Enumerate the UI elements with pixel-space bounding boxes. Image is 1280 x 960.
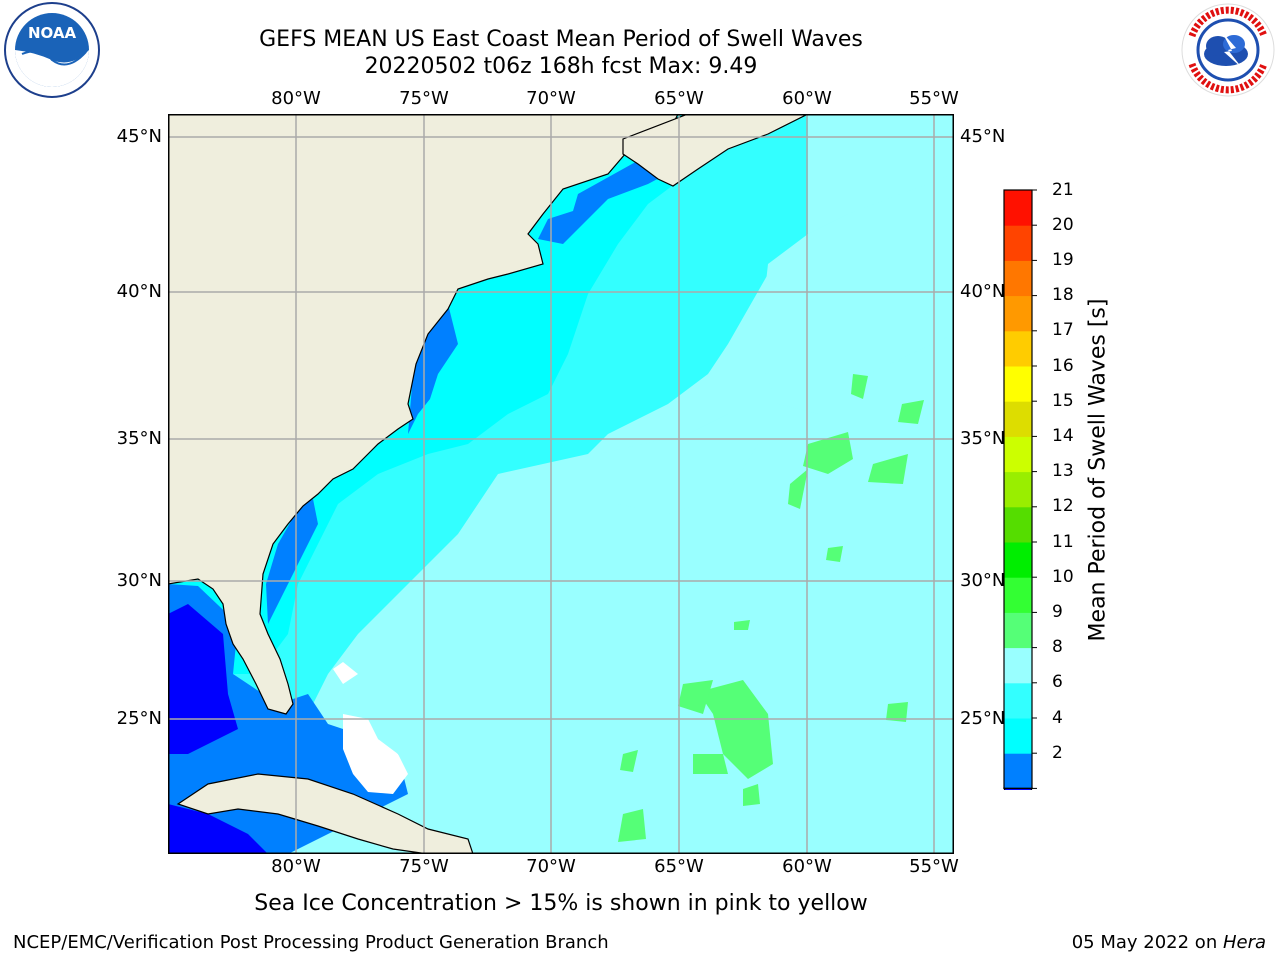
- colorbar-swatch: [1004, 612, 1032, 649]
- lon-label-bottom: 80°W: [271, 856, 321, 877]
- lon-label-top: 70°W: [526, 88, 576, 109]
- lat-label-right: 40°N: [960, 281, 1006, 302]
- colorbar-tick-label: 16: [1052, 356, 1074, 376]
- colorbar-tick-label: 13: [1052, 461, 1074, 481]
- colorbar-tick-label: 15: [1052, 391, 1074, 411]
- colorbar-swatch: [1004, 330, 1032, 367]
- colorbar-tick-label: 19: [1052, 250, 1074, 270]
- colorbar-tick-label: 9: [1052, 602, 1063, 622]
- lon-label-bottom: 75°W: [399, 856, 449, 877]
- colorbar-swatch: [1004, 366, 1032, 402]
- swell-9-10s-spots: [618, 374, 924, 842]
- colorbar-label: Mean Period of Swell Waves [s]: [1085, 298, 1111, 642]
- lon-label-bottom: 55°W: [909, 856, 959, 877]
- bahamas-white-shelf: [333, 662, 408, 794]
- lat-label-right: 35°N: [960, 428, 1006, 449]
- lat-label-left: 25°N: [116, 708, 162, 729]
- colorbar-swatch: [1004, 260, 1032, 297]
- lon-label-top: 75°W: [399, 88, 449, 109]
- colorbar-tick-label: 12: [1052, 496, 1074, 516]
- lat-label-right: 45°N: [960, 126, 1006, 147]
- colorbar-swatch: [1004, 577, 1032, 613]
- lon-label-bottom: 70°W: [526, 856, 576, 877]
- nws-logo: [1181, 3, 1275, 97]
- colorbar-swatch: [1004, 401, 1032, 437]
- colorbar-tick-label: 10: [1052, 567, 1074, 587]
- lat-label-left: 45°N: [116, 126, 162, 147]
- colorbar-swatch: [1004, 471, 1032, 508]
- colorbar-swatch: [1004, 647, 1032, 684]
- lat-label-left: 40°N: [116, 281, 162, 302]
- sea-ice-note: Sea Ice Concentration > 15% is shown in …: [254, 891, 868, 916]
- lat-label-left: 30°N: [116, 570, 162, 591]
- colorbar-tick-label: 11: [1052, 532, 1074, 552]
- colorbar-frame: [1003, 189, 1033, 790]
- colorbar-tick-label: 2: [1052, 743, 1063, 763]
- lat-label-right: 30°N: [960, 570, 1006, 591]
- colorbar: [1003, 189, 1037, 790]
- colorbar-tick-label: 20: [1052, 215, 1074, 235]
- footer-machine: Hera: [1222, 932, 1266, 953]
- colorbar-swatch: [1004, 225, 1032, 261]
- cuba-land: [176, 773, 474, 854]
- map-frame: [168, 114, 954, 854]
- colorbar-tick-label: 18: [1052, 285, 1074, 305]
- graticule: [168, 114, 954, 854]
- lat-label-right: 25°N: [960, 708, 1006, 729]
- noaa-logo-text: NOAA: [28, 24, 77, 42]
- lon-label-top: 65°W: [654, 88, 704, 109]
- footer-credit: NCEP/EMC/Verification Post Processing Pr…: [13, 932, 609, 953]
- colorbar-swatch: [1004, 682, 1032, 719]
- swell-period-map: [168, 114, 954, 854]
- footer-date-text: 05 May 2022 on: [1071, 932, 1223, 953]
- forecast-subtitle: 20220502 t06z 168h fcst Max: 9.49: [364, 54, 758, 79]
- colorbar-swatch: [1004, 542, 1032, 578]
- lon-label-bottom: 60°W: [782, 856, 832, 877]
- lon-label-top: 60°W: [782, 88, 832, 109]
- colorbar-swatch: [1004, 718, 1032, 754]
- colorbar-tick-label: 8: [1052, 637, 1063, 657]
- footer-date: 05 May 2022 on Hera: [1072, 933, 1266, 953]
- colorbar-tick-label: 14: [1052, 426, 1074, 446]
- colorbar-swatch: [1004, 506, 1032, 543]
- colorbar-tick-label: 4: [1052, 708, 1063, 728]
- colorbar-swatch: [1004, 753, 1032, 789]
- lon-label-bottom: 65°W: [654, 856, 704, 877]
- lat-label-left: 35°N: [116, 428, 162, 449]
- colorbar-tick-label: 21: [1052, 180, 1074, 200]
- colorbar-swatch: [1004, 190, 1032, 226]
- colorbar-swatch: [1004, 436, 1032, 473]
- lon-label-top: 55°W: [909, 88, 959, 109]
- noaa-logo: NOAA: [4, 2, 100, 98]
- lon-label-top: 80°W: [271, 88, 321, 109]
- colorbar-tick-label: 6: [1052, 672, 1063, 692]
- nova-scotia-land: [622, 114, 809, 187]
- chart-title: GEFS MEAN US East Coast Mean Period of S…: [259, 27, 863, 52]
- colorbar-tick-label: 17: [1052, 320, 1074, 340]
- colorbar-swatch: [1004, 295, 1032, 332]
